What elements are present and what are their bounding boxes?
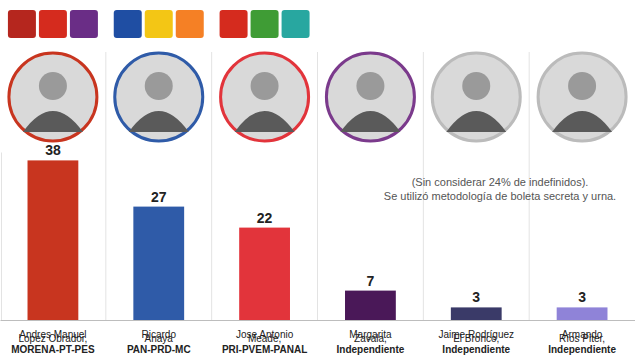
x-tick-label: RicardoAnayaPAN-PRD-MC [127,329,191,355]
bar [557,307,608,320]
x-axis: Andres ManuelLopez Obrador,MORENA-PT-PES… [1,320,635,355]
x-tick-label-line: MORENA-PT-PES [11,344,95,355]
photo [115,53,203,141]
photo [432,53,520,141]
data-label: 38 [45,142,61,158]
x-tick-label-line: PAN-PRD-MC [127,344,191,355]
party-logo [176,10,204,38]
party-logo [39,10,67,38]
bar [345,291,396,320]
photo-body [552,111,612,132]
data-label: 22 [257,210,273,226]
x-tick-label: Andres ManuelLopez Obrador,MORENA-PT-PES [11,329,95,355]
bar [28,160,79,320]
photo-head [145,72,173,100]
y-axis-line [1,153,2,321]
x-axis-line [1,320,635,321]
data-labels: 38 27 22 7 3 3 [45,142,586,305]
decoration [8,10,626,320]
x-tick: ArmandoRíos Piter,Independiente [548,320,616,355]
party-logo [282,10,310,38]
photo-head [356,72,384,100]
data-label: 3 [472,289,480,305]
separator [211,52,212,320]
photo-head [39,72,67,100]
party-logo [114,10,142,38]
photo-head [251,72,279,100]
chart: 38 27 22 7 3 3 Andres ManuelLopez Obrador,MORE… [0,0,635,357]
party-logo [251,10,279,38]
party-logo [220,10,248,38]
x-tick: MargaritaZavala,Independiente [337,320,405,355]
x-tick-label-line: Independiente [548,344,616,355]
x-tick-label-line: Independiente [337,344,405,355]
x-tick-label: Jaime RodríguezEl Bronco,Independiente [438,329,514,355]
photo-head [568,72,596,100]
x-tick-label: Jose AntonioMeade,PRI-PVEM-PANAL [222,329,307,355]
separator [105,52,106,320]
photo [326,53,414,141]
data-label: 27 [151,189,167,205]
x-tick-label: MargaritaZavala,Independiente [337,329,405,355]
photo-body [446,111,506,132]
x-tick-label-line: Lopez Obrador, [18,333,87,344]
x-tick-label-line: Independiente [442,344,510,355]
x-tick-label-line: Zavala, [354,333,387,344]
photo [9,53,97,141]
x-tick-label-line: Ríos Piter, [559,333,605,344]
party-logo [70,10,98,38]
x-tick-label-line: Meade, [248,333,281,344]
photo-body [340,111,400,132]
x-tick-label-line: Anaya [145,333,174,344]
y-axis [1,153,2,321]
data-label: 3 [578,289,586,305]
separator [317,52,318,320]
bars [28,160,608,320]
annotation: (Sin considerar 24% de indefinidos). Se u… [384,176,616,202]
party-logo [8,10,36,38]
x-tick: RicardoAnayaPAN-PRD-MC [127,320,191,355]
x-tick-label: ArmandoRíos Piter,Independiente [548,329,616,355]
photo-body [235,111,295,132]
photo-head [462,72,490,100]
photo [538,53,626,141]
bar [239,228,290,320]
x-tick: Jose AntonioMeade,PRI-PVEM-PANAL [222,320,307,355]
annotation-line: Se utilizó metodología de boleta secreta… [384,190,616,202]
x-tick: Jaime RodríguezEl Bronco,Independiente [438,320,514,355]
annotation-line: (Sin considerar 24% de indefinidos). [412,176,589,188]
bar [133,207,184,320]
photo-body [129,111,189,132]
party-logo [145,10,173,38]
x-tick: Andres ManuelLopez Obrador,MORENA-PT-PES [11,320,95,355]
photo [221,53,309,141]
data-label: 7 [367,273,375,289]
x-tick-label-line: El Bronco, [453,333,499,344]
x-tick-label-line: PRI-PVEM-PANAL [222,344,307,355]
bar [451,307,502,320]
photo-body [23,111,83,132]
